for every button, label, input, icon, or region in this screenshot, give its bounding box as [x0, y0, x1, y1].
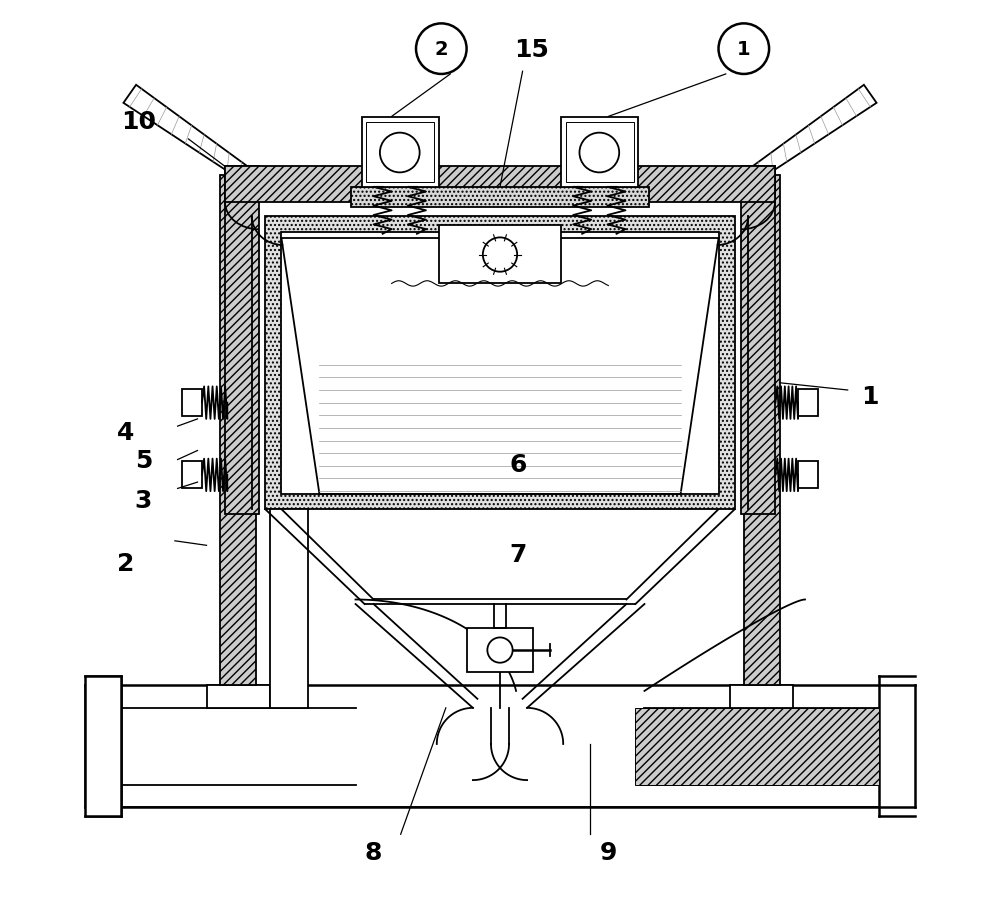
Bar: [85, 676, 121, 816]
Circle shape: [487, 638, 513, 663]
Text: 3: 3: [135, 489, 152, 512]
Polygon shape: [123, 86, 247, 185]
Text: 9: 9: [600, 841, 617, 864]
Bar: [281, 233, 719, 494]
Bar: [351, 188, 649, 207]
Text: 6: 6: [509, 453, 527, 476]
Circle shape: [719, 24, 769, 75]
Text: 1: 1: [737, 40, 751, 60]
Text: 2: 2: [434, 40, 448, 60]
Bar: [207, 686, 270, 708]
Bar: [744, 176, 780, 686]
Bar: [182, 390, 202, 417]
Bar: [225, 167, 775, 203]
Text: 1: 1: [861, 385, 879, 409]
Bar: [439, 226, 561, 284]
Bar: [798, 462, 818, 489]
Polygon shape: [753, 86, 877, 185]
Text: 5: 5: [135, 448, 152, 472]
Circle shape: [380, 133, 420, 173]
Bar: [182, 462, 202, 489]
Bar: [566, 123, 634, 183]
Bar: [730, 686, 793, 708]
Bar: [362, 118, 439, 188]
Text: 4: 4: [117, 421, 134, 445]
Text: 2: 2: [117, 552, 134, 575]
Text: 15: 15: [514, 38, 549, 61]
Bar: [366, 123, 434, 183]
Bar: [561, 118, 638, 188]
Text: 8: 8: [365, 841, 382, 864]
Circle shape: [579, 133, 619, 173]
Bar: [265, 216, 735, 510]
Bar: [270, 510, 308, 708]
Bar: [220, 176, 256, 686]
Text: 10: 10: [121, 110, 156, 133]
Bar: [225, 167, 259, 514]
Bar: [467, 629, 533, 672]
Bar: [741, 167, 775, 514]
Text: 7: 7: [509, 543, 527, 566]
Bar: [798, 390, 818, 417]
Bar: [635, 708, 879, 785]
Circle shape: [416, 24, 467, 75]
Circle shape: [483, 238, 517, 272]
